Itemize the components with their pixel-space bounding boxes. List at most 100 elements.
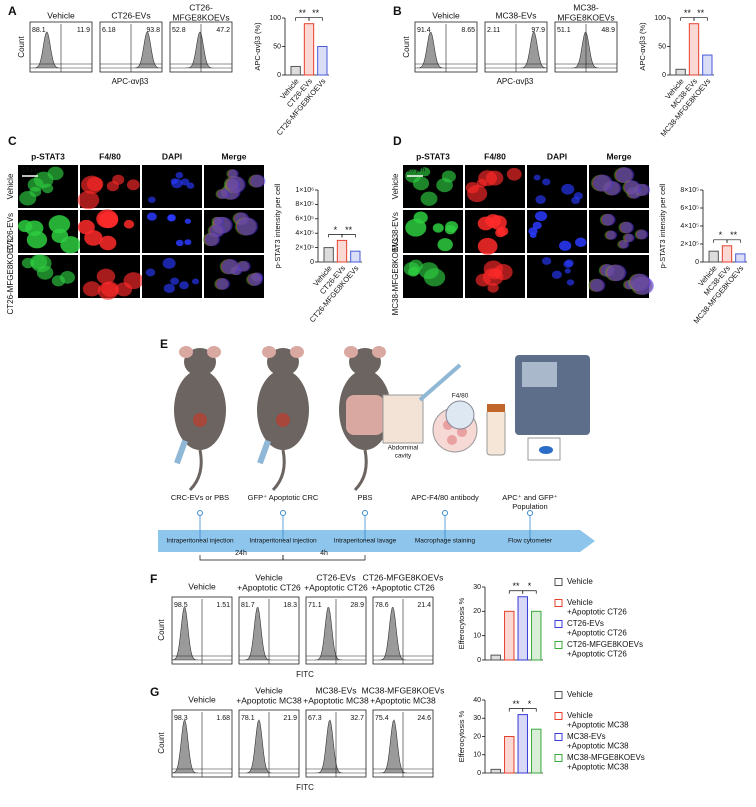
cell: [506, 167, 522, 181]
legend-swatch: [554, 599, 563, 607]
label: 6×10⁵: [680, 205, 699, 212]
label: **: [697, 8, 705, 18]
label: MC38-EVs: [495, 10, 536, 20]
cell: [246, 273, 261, 286]
cell: [221, 184, 240, 200]
cell: [559, 240, 572, 251]
bar: [350, 250, 361, 263]
cell: [614, 167, 634, 183]
label: FITC: [296, 783, 314, 792]
label: CT26-EVs: [6, 213, 15, 250]
cell: [25, 220, 44, 236]
cell: [631, 276, 653, 295]
cell: [618, 221, 633, 234]
label: F4/80: [99, 151, 121, 161]
cell: [420, 191, 438, 206]
label: 4h: [320, 550, 328, 557]
cell: [477, 237, 498, 255]
cell: [497, 226, 509, 236]
cell: [622, 180, 639, 195]
cell: [413, 211, 428, 224]
label: Vehicle: [567, 577, 593, 586]
legend-swatch: [554, 620, 563, 628]
bar: [504, 610, 515, 661]
syringe: [418, 363, 462, 402]
label: 20: [473, 608, 481, 615]
label: MC38-: [573, 2, 599, 12]
cell: [592, 174, 613, 192]
cell: [234, 217, 257, 236]
significance-bracket: [522, 708, 537, 712]
label: 100: [269, 15, 281, 22]
cell: [630, 273, 651, 292]
label: 1.51: [216, 602, 230, 609]
bar: [303, 23, 315, 76]
histogram-curve: [100, 31, 163, 69]
label: CRC-EVs or PBS: [171, 493, 229, 502]
label: 24.6: [417, 715, 431, 722]
cell: [533, 174, 541, 181]
cell: [627, 187, 641, 199]
micrograph: [204, 210, 264, 253]
label: **: [345, 225, 353, 235]
label: 67.3: [308, 715, 322, 722]
cell: [613, 167, 633, 183]
cell: [209, 224, 225, 238]
cell: [477, 216, 494, 231]
label: 18.3: [283, 602, 297, 609]
label: p-STAT3 intensity per cell: [658, 183, 667, 268]
label: 97.9: [531, 27, 545, 34]
label: p-STAT3: [31, 151, 65, 161]
label: 91.4: [417, 27, 431, 34]
label: 0: [477, 657, 481, 664]
histogram-curve: [485, 31, 548, 69]
label: 93.8: [146, 27, 160, 34]
micrograph: [204, 255, 264, 298]
cell: [624, 233, 635, 243]
label: Vehicle: [188, 694, 216, 704]
cell: [590, 174, 611, 192]
label: F: [150, 572, 157, 586]
mouse: [174, 346, 226, 492]
cell: [180, 178, 190, 186]
histogram-curve: [373, 719, 433, 774]
label: CT26-: [189, 2, 213, 12]
bar: [323, 247, 334, 263]
legend-swatch: [554, 754, 563, 762]
micrograph: [204, 165, 264, 208]
label: 75.4: [375, 715, 389, 722]
cell: [634, 229, 647, 240]
cell: [220, 259, 239, 275]
label: APC-αvβ3 (%): [638, 22, 647, 71]
legend-swatch: [554, 691, 563, 699]
label: 11.9: [77, 27, 90, 34]
cell: [236, 217, 259, 236]
cell: [252, 272, 264, 282]
label: Vehicle: [255, 572, 283, 582]
cell-zoom: [445, 400, 475, 430]
label: 8×10⁵: [295, 201, 314, 208]
label: 40: [473, 697, 481, 704]
label: **: [684, 8, 692, 18]
timeline-arrow: [158, 530, 595, 552]
cell: [488, 268, 502, 280]
cell: [147, 196, 156, 203]
cell: [604, 230, 616, 240]
label: +Apoptotic MC38: [567, 742, 629, 751]
significance-bracket: [308, 17, 323, 21]
label: B: [393, 4, 402, 18]
cell: [186, 182, 195, 189]
bar: [702, 54, 713, 76]
label: **: [512, 699, 520, 709]
cell: [99, 235, 117, 251]
bar: [531, 610, 542, 661]
cell: [588, 278, 604, 292]
label: PBS: [357, 493, 372, 502]
cell: [213, 216, 224, 226]
step-marker: [527, 510, 533, 516]
cell: [465, 181, 480, 194]
step-marker: [197, 510, 203, 516]
cell: [604, 181, 622, 196]
label: Vehicle: [567, 598, 593, 607]
label: Population: [512, 502, 547, 511]
